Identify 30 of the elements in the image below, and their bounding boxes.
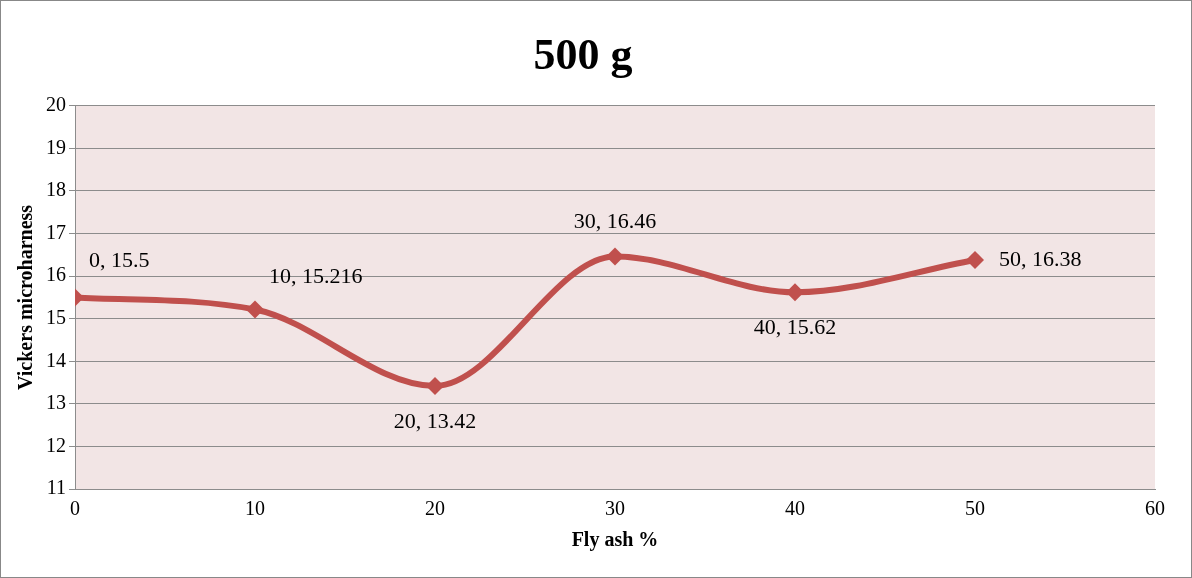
y-tick-label: 18 xyxy=(46,178,66,201)
y-tick-label: 15 xyxy=(46,305,66,328)
data-label: 0, 15.5 xyxy=(89,247,150,273)
point xyxy=(966,250,984,269)
data-label: 20, 13.42 xyxy=(393,407,477,433)
point xyxy=(426,376,444,395)
point xyxy=(606,247,624,266)
x-tick-label: 50 xyxy=(965,497,985,520)
y-tick-label: 13 xyxy=(46,391,66,414)
y-axis-title: Vickers microharness xyxy=(14,204,37,390)
x-tick-label: 0 xyxy=(70,497,80,520)
data-label: 10, 15.216 xyxy=(269,263,363,289)
x-tick-label: 10 xyxy=(245,497,265,520)
x-tick-label: 30 xyxy=(605,497,625,520)
y-tick-label: 16 xyxy=(46,263,66,286)
x-tick-label: 20 xyxy=(425,497,445,520)
y-tick-label: 17 xyxy=(46,220,66,243)
x-tick-label: 60 xyxy=(1145,497,1165,520)
y-tick-label: 20 xyxy=(46,93,66,116)
y-tick-label: 12 xyxy=(46,433,66,456)
point xyxy=(246,300,264,319)
data-label: 40, 15.62 xyxy=(753,314,837,340)
y-tick-label: 19 xyxy=(46,135,66,158)
x-tick-label: 40 xyxy=(785,497,805,520)
y-tick-label: 11 xyxy=(46,476,66,499)
y-tick-label: 14 xyxy=(46,348,66,371)
x-axis-title: Fly ash % xyxy=(571,528,659,552)
data-label: 50, 16.38 xyxy=(999,245,1082,271)
data-label: 30, 16.46 xyxy=(573,208,657,234)
chart-title: 500 g xyxy=(533,29,633,79)
